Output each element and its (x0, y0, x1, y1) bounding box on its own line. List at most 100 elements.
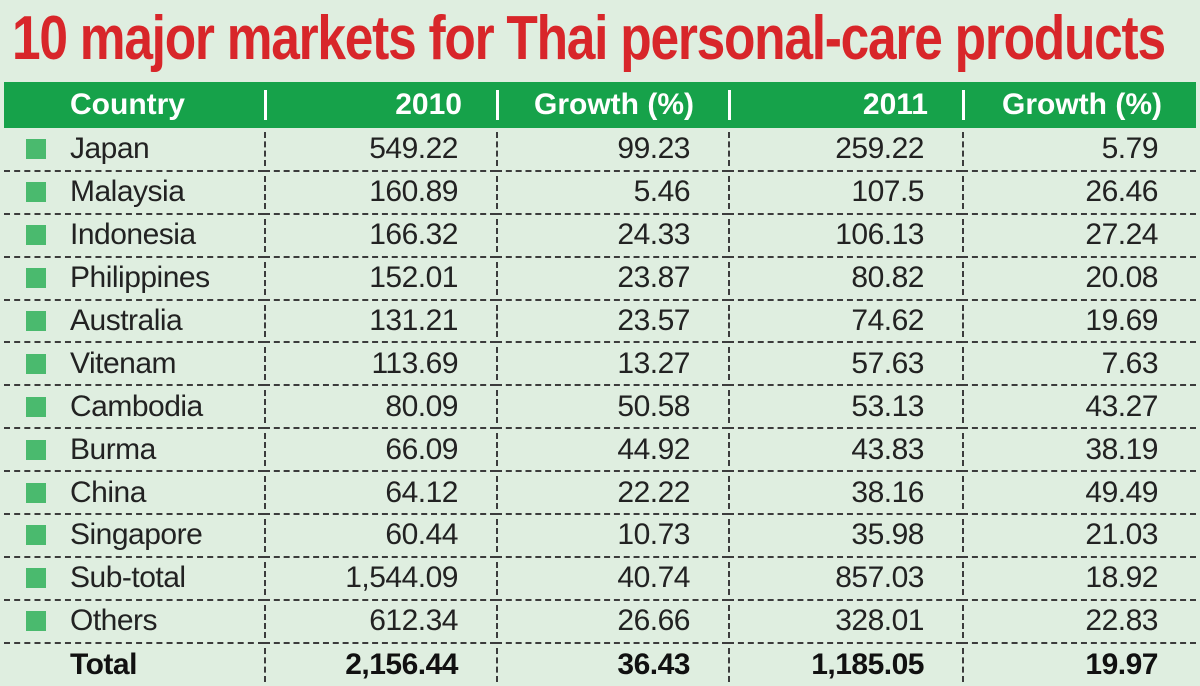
table-row: Singapore 60.44 10.73 35.98 21.03 (4, 514, 1196, 557)
value-2011-cell: 74.62 (728, 300, 962, 343)
country-name: Cambodia (70, 389, 203, 423)
country-name: Burma (70, 432, 156, 466)
table-row: China 64.12 22.22 38.16 49.49 (4, 471, 1196, 515)
square-bullet-icon (26, 268, 46, 289)
country-name: Vitenam (70, 346, 177, 380)
growth-2010-cell: 5.46 (496, 171, 728, 214)
country-name: Total (70, 647, 137, 681)
growth-2010-cell: 36.43 (496, 643, 728, 686)
growth-2011-cell: 26.46 (962, 171, 1196, 214)
header-row: Country 2010 Growth (%) 2011 Growth (%) (4, 82, 1196, 128)
growth-2010-cell: 40.74 (496, 557, 728, 600)
value-2011-cell: 328.01 (728, 600, 962, 643)
value-2011-cell: 53.13 (728, 385, 962, 428)
square-bullet-icon (26, 568, 46, 589)
country-cell: Cambodia (4, 385, 264, 428)
value-2010-cell: 64.12 (264, 471, 496, 514)
growth-2010-cell: 22.22 (496, 471, 728, 514)
value-2011-cell: 35.98 (728, 514, 962, 557)
growth-2011-cell: 49.49 (962, 471, 1196, 514)
value-2011-cell: 106.13 (728, 214, 962, 257)
country-cell: Total (4, 643, 264, 686)
country-name: China (70, 475, 146, 509)
table-row: Burma 66.09 44.92 43.83 38.19 (4, 428, 1196, 472)
country-cell: Japan (4, 128, 264, 171)
growth-2011-cell: 38.19 (962, 428, 1196, 471)
chart-title: 10 major markets for Thai personal-care … (12, 4, 1166, 73)
value-2011-cell: 38.16 (728, 471, 962, 514)
country-name: Malaysia (70, 175, 185, 209)
square-bullet-icon (26, 611, 46, 632)
markets-table: Country 2010 Growth (%) 2011 Growth (%) … (4, 82, 1196, 686)
country-cell: Indonesia (4, 214, 264, 257)
table-body: Japan 549.22 99.23 259.22 5.79 Malaysia 160.89… (4, 128, 1196, 686)
table-row: Others 612.34 26.66 328.01 22.83 (4, 600, 1196, 643)
value-2011-cell: 1,185.05 (728, 643, 962, 686)
growth-2010-cell: 26.66 (496, 600, 728, 643)
growth-2011-cell: 21.03 (962, 514, 1196, 557)
value-2010-cell: 66.09 (264, 428, 496, 471)
header-growth-2011: Growth (%) (962, 82, 1196, 128)
growth-2010-cell: 13.27 (496, 342, 728, 385)
country-cell: Others (4, 600, 264, 643)
square-bullet-icon (26, 353, 46, 374)
country-cell: Philippines (4, 257, 264, 300)
growth-2011-cell: 22.83 (962, 600, 1196, 643)
square-bullet-icon (26, 311, 46, 331)
header-country: Country (70, 88, 185, 121)
growth-2011-cell: 18.92 (962, 557, 1196, 600)
value-2011-cell: 80.82 (728, 257, 962, 300)
table-row: Cambodia 80.09 50.58 53.13 43.27 (4, 385, 1196, 429)
growth-2010-cell: 23.57 (496, 300, 728, 343)
table-row: Japan 549.22 99.23 259.22 5.79 (4, 128, 1196, 171)
value-2010-cell: 160.89 (264, 171, 496, 214)
growth-2010-cell: 23.87 (496, 257, 728, 300)
value-2010-cell: 60.44 (264, 514, 496, 557)
value-2010-cell: 549.22 (264, 128, 496, 171)
growth-2010-cell: 24.33 (496, 214, 728, 257)
table-row: Malaysia 160.89 5.46 107.5 26.46 (4, 171, 1196, 214)
table-row: Philippines 152.01 23.87 80.82 20.08 (4, 257, 1196, 300)
growth-2010-cell: 44.92 (496, 428, 728, 471)
value-2010-cell: 113.69 (264, 342, 496, 385)
country-cell: Burma (4, 428, 264, 471)
value-2010-cell: 612.34 (264, 600, 496, 643)
country-name: Sub-total (70, 561, 186, 595)
growth-2011-cell: 5.79 (962, 128, 1196, 171)
country-cell: Australia (4, 300, 264, 343)
growth-2011-cell: 19.97 (962, 643, 1196, 686)
header-2010: 2010 (264, 82, 496, 128)
value-2011-cell: 107.5 (728, 171, 962, 214)
table-row: Indonesia 166.32 24.33 106.13 27.24 (4, 214, 1196, 257)
square-bullet-icon (26, 182, 46, 203)
value-2010-cell: 131.21 (264, 300, 496, 343)
country-cell: Sub-total (4, 557, 264, 600)
square-bullet-icon (26, 138, 46, 159)
growth-2010-cell: 10.73 (496, 514, 728, 557)
country-cell: Malaysia (4, 171, 264, 214)
growth-2011-cell: 43.27 (962, 385, 1196, 428)
square-bullet-icon (26, 482, 46, 503)
country-cell: China (4, 471, 264, 514)
value-2010-cell: 152.01 (264, 257, 496, 300)
header-2011: 2011 (728, 82, 962, 128)
country-cell: Vitenam (4, 342, 264, 385)
table-row: Australia 131.21 23.57 74.62 19.69 (4, 300, 1196, 343)
header-growth-2010: Growth (%) (496, 82, 728, 128)
country-name: Singapore (70, 518, 203, 552)
square-bullet-icon (26, 396, 46, 417)
value-2011-cell: 857.03 (728, 557, 962, 600)
value-2010-cell: 2,156.44 (264, 643, 496, 686)
country-name: Philippines (70, 261, 210, 295)
value-2010-cell: 80.09 (264, 385, 496, 428)
growth-2010-cell: 50.58 (496, 385, 728, 428)
growth-2010-cell: 99.23 (496, 128, 728, 171)
square-bullet-icon (26, 439, 46, 460)
square-bullet-icon (26, 225, 46, 246)
value-2010-cell: 166.32 (264, 214, 496, 257)
square-bullet-icon (26, 525, 46, 546)
country-name: Japan (70, 131, 150, 165)
value-2010-cell: 1,544.09 (264, 557, 496, 600)
growth-2011-cell: 20.08 (962, 257, 1196, 300)
